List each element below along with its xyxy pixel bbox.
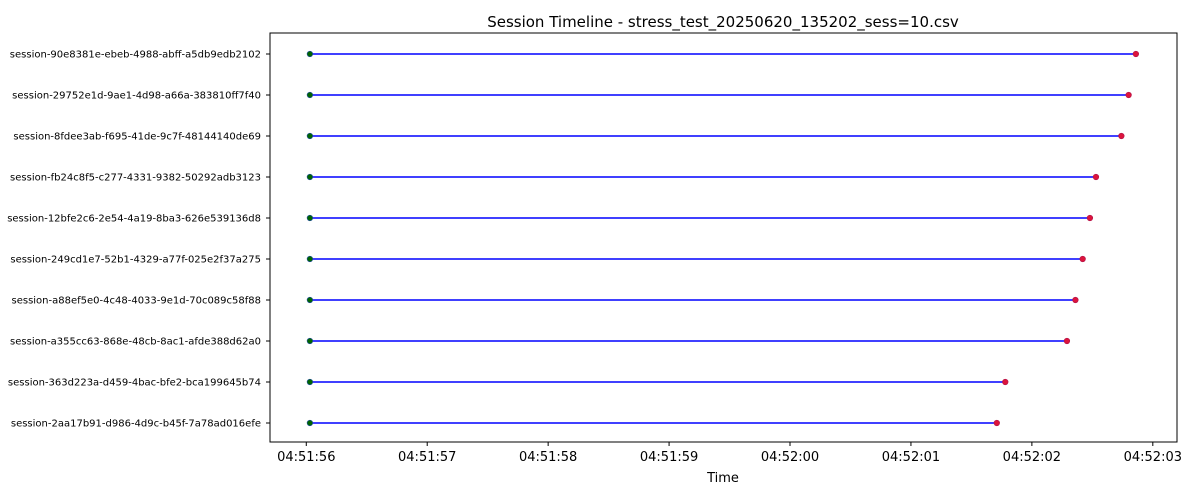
- y-tick-label: session-90e8381e-ebeb-4988-abff-a5db9edb…: [10, 50, 261, 61]
- session-start-point: [306, 50, 314, 58]
- session-start-point: [306, 173, 314, 181]
- session-start-point: [306, 91, 314, 99]
- session-end-point: [1092, 173, 1100, 181]
- y-tick-label: session-8fdee3ab-f695-41de-9c7f-48144140…: [13, 132, 261, 143]
- x-tick-label: 04:51:56: [277, 450, 335, 465]
- session-end-point: [1063, 337, 1071, 345]
- y-tick-label: session-29752e1d-9ae1-4d98-a66a-383810ff…: [12, 91, 261, 102]
- session-start-point: [306, 378, 314, 386]
- y-tick-label: session-a88ef5e0-4c48-4033-9e1d-70c089c5…: [12, 296, 262, 307]
- y-tick-label: session-249cd1e7-52b1-4329-a77f-025e2f37…: [10, 255, 261, 266]
- y-tick-label: session-363d223a-d459-4bac-bfe2-bca19964…: [8, 378, 261, 389]
- session-end-point: [1118, 132, 1125, 140]
- x-tick-label: 04:52:03: [1124, 450, 1182, 465]
- session-end-point: [1002, 378, 1009, 386]
- plot-frame: [269, 32, 1178, 443]
- x-tick-label: 04:51:58: [519, 450, 577, 465]
- session-start-point: [306, 337, 314, 345]
- x-axis-label: Time: [706, 471, 739, 486]
- x-tick-label: 04:51:57: [398, 450, 456, 465]
- session-start-point: [306, 255, 314, 263]
- plot-marks: [306, 50, 1139, 427]
- session-end-point: [1086, 214, 1094, 222]
- session-end-point: [1072, 296, 1079, 304]
- x-tick-label: 04:51:59: [640, 450, 698, 465]
- session-end-point: [1132, 50, 1139, 58]
- session-end-point: [993, 419, 1000, 427]
- session-start-point: [306, 296, 314, 304]
- y-tick-label: session-fb24c8f5-c277-4331-9382-50292adb…: [10, 173, 261, 184]
- x-tick-label: 04:52:01: [882, 450, 940, 465]
- x-axis: 04:51:56 04:51:57 04:51:58 04:51:59 04:52:00…: [277, 442, 1182, 465]
- y-tick-label: session-a355cc63-868e-48cb-8ac1-afde388d…: [10, 337, 261, 348]
- x-tick-label: 04:52:02: [1003, 450, 1061, 465]
- session-start-point: [306, 214, 314, 222]
- chart-title: Session Timeline - stress_test_20250620_…: [487, 13, 959, 32]
- y-tick-label: session-12bfe2c6-2e54-4a19-8ba3-626e5391…: [7, 214, 261, 225]
- y-tick-label: session-2aa17b91-d986-4d9c-b45f-7a78ad01…: [11, 419, 261, 430]
- y-axis: session-90e8381e-ebeb-4988-abff-a5db9edb…: [7, 50, 270, 430]
- session-end-point: [1125, 91, 1132, 99]
- session-start-point: [306, 419, 314, 427]
- session-end-point: [1079, 255, 1086, 263]
- session-start-point: [306, 132, 314, 140]
- x-tick-label: 04:52:00: [761, 450, 819, 465]
